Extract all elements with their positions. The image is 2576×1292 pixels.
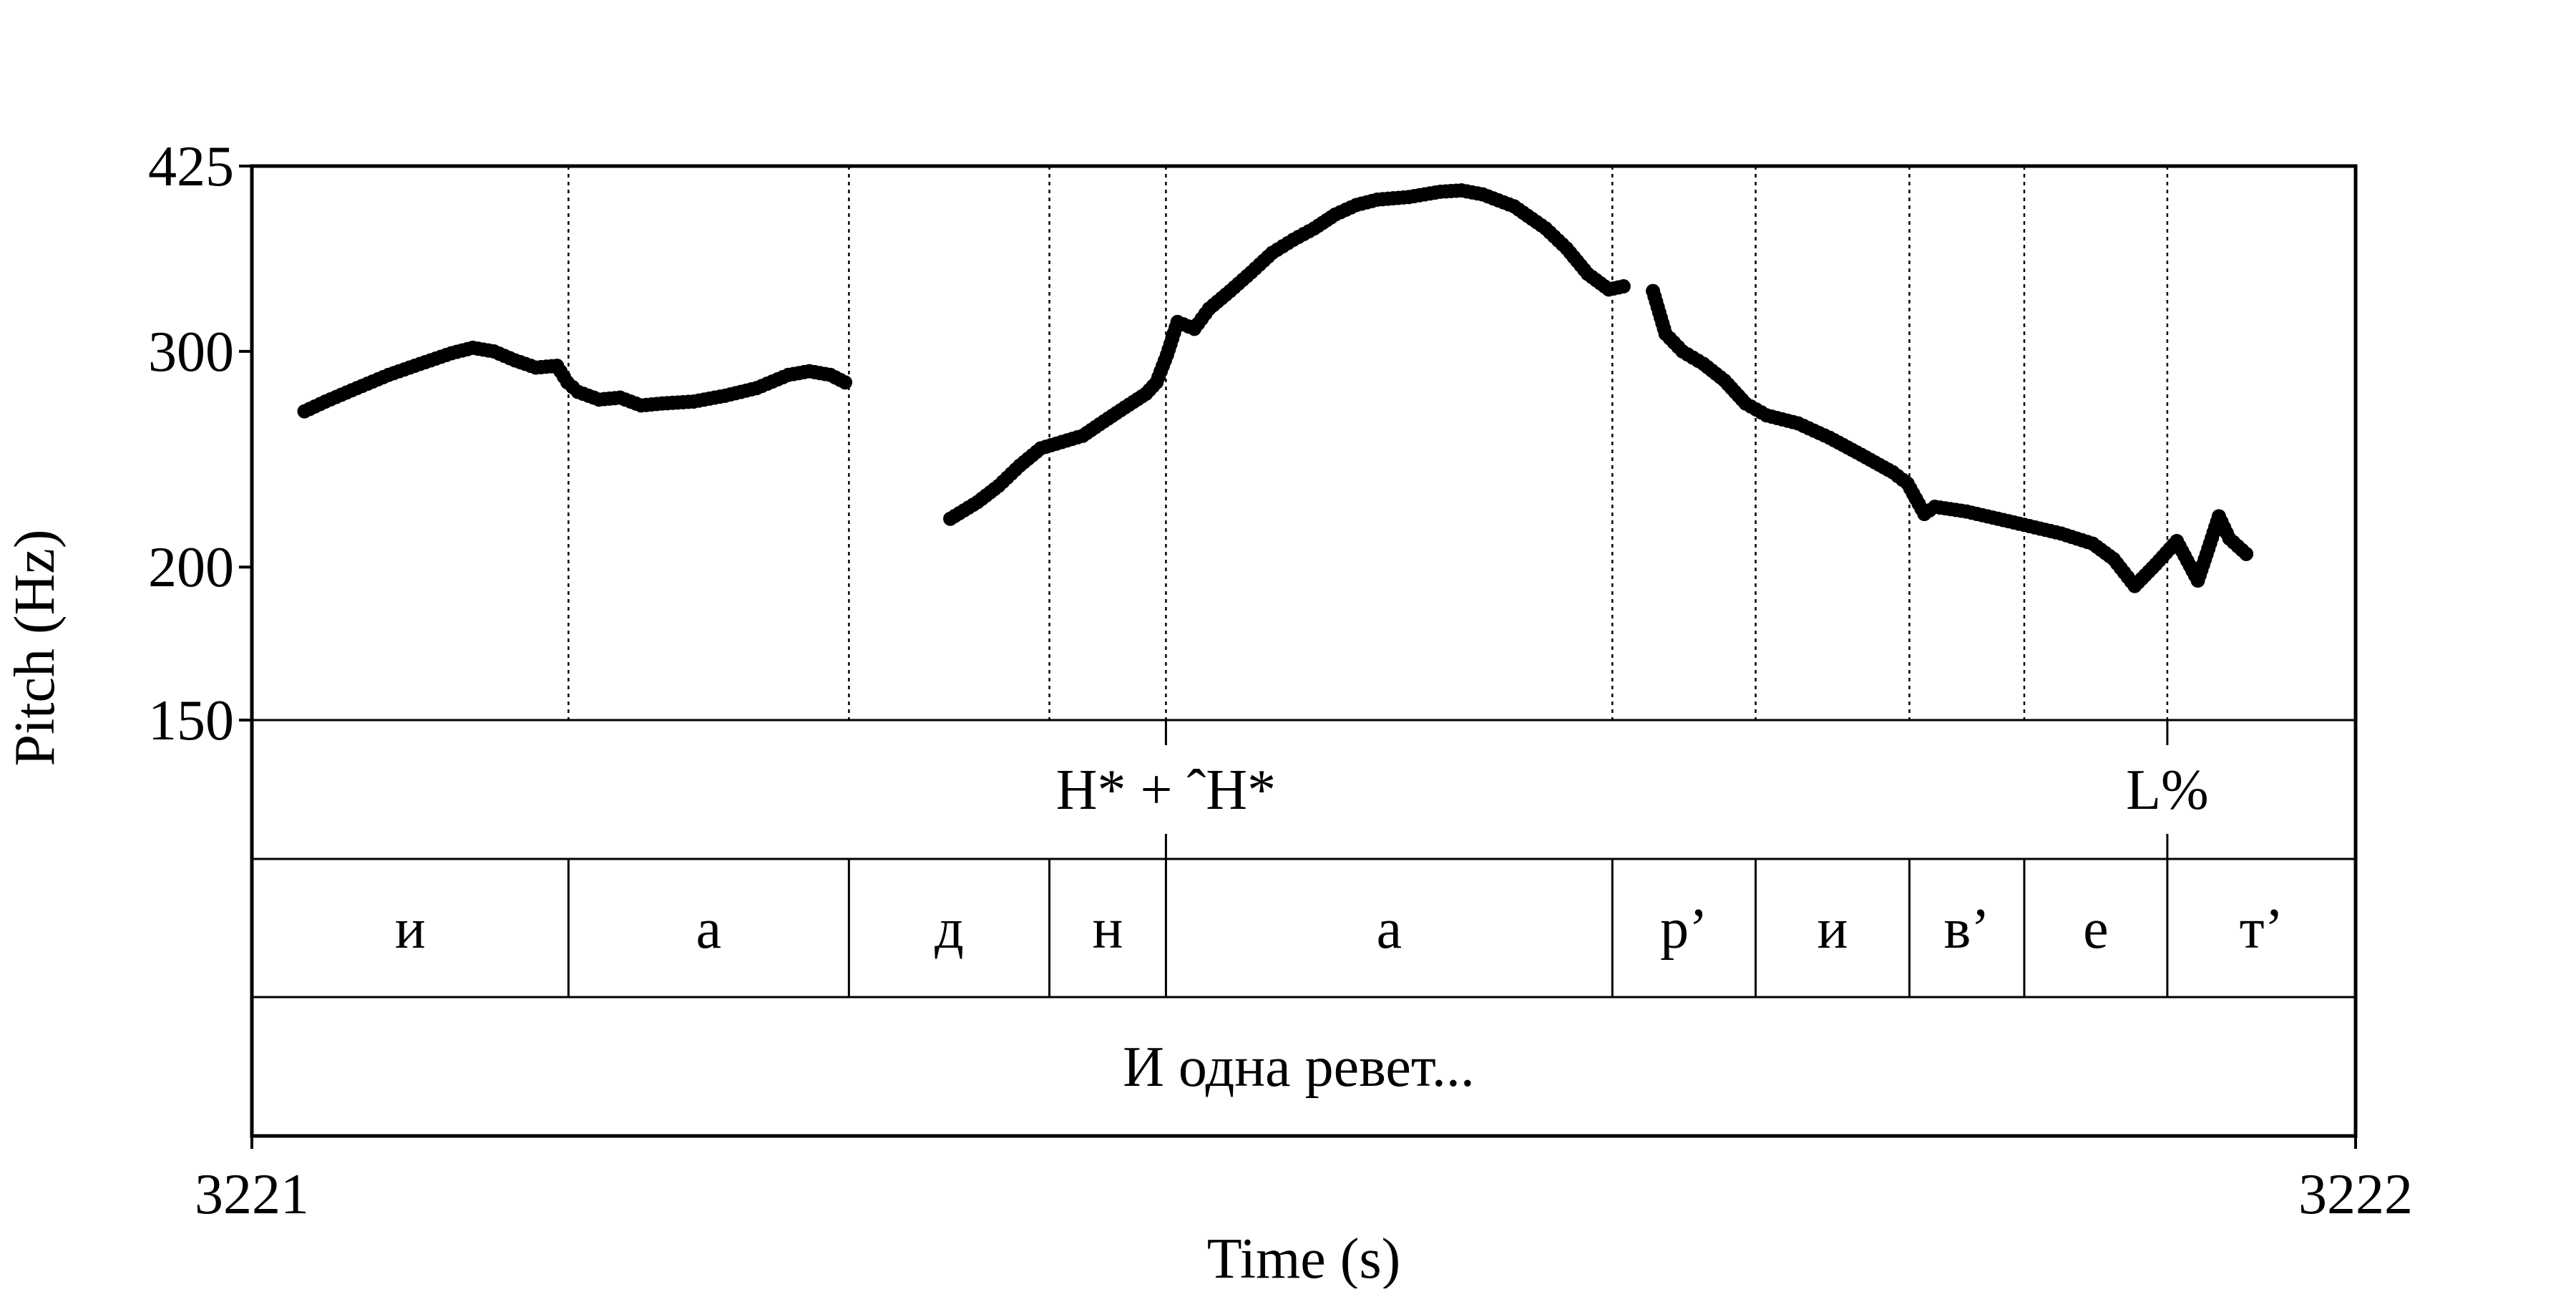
segment-label: т’ <box>2240 898 2284 961</box>
axis-text-layer: Pitch (Hz) Time (s) 3221 3222 И одна рев… <box>4 529 2413 1291</box>
tone-label: H* + ˆH* <box>1056 759 1276 822</box>
tier-labels-layer: H* + ˆH* L% и а д н а р’ и в’ е т’ <box>395 720 2283 961</box>
pitch-point <box>2239 546 2254 561</box>
y-axis-ticks: 425 300 200 150 <box>148 135 252 752</box>
segment-label: е <box>2083 898 2109 961</box>
segment-label: д <box>935 898 964 961</box>
y-tick-label: 150 <box>148 689 234 752</box>
segment-label: н <box>1093 898 1123 961</box>
plot-frame <box>250 164 2358 1138</box>
segment-label: а <box>1377 898 1402 961</box>
segment-label: р’ <box>1660 898 1708 961</box>
segment-label: а <box>696 898 722 961</box>
y-tick-label: 200 <box>148 536 234 599</box>
segment-label: и <box>1818 898 1848 961</box>
figure-frame <box>250 164 2358 1149</box>
pitch-point <box>1616 279 1631 294</box>
boundary-lines-layer <box>567 166 2169 997</box>
x-tick-label-end: 3222 <box>2298 1163 2413 1226</box>
y-tick-label: 425 <box>148 135 234 198</box>
segment-label: и <box>395 898 426 961</box>
x-axis-label: Time (s) <box>1207 1228 1400 1288</box>
y-tick-label: 300 <box>148 321 234 384</box>
utterance-label: И одна ревет... <box>1123 1036 1475 1099</box>
tone-label: L% <box>2126 759 2209 822</box>
x-tick-label-start: 3221 <box>195 1163 309 1226</box>
segment-label: в’ <box>1943 898 1989 961</box>
pitch-points-layer <box>297 183 2254 593</box>
pitch-point <box>838 375 853 390</box>
y-axis-label: Pitch (Hz) <box>4 529 67 766</box>
